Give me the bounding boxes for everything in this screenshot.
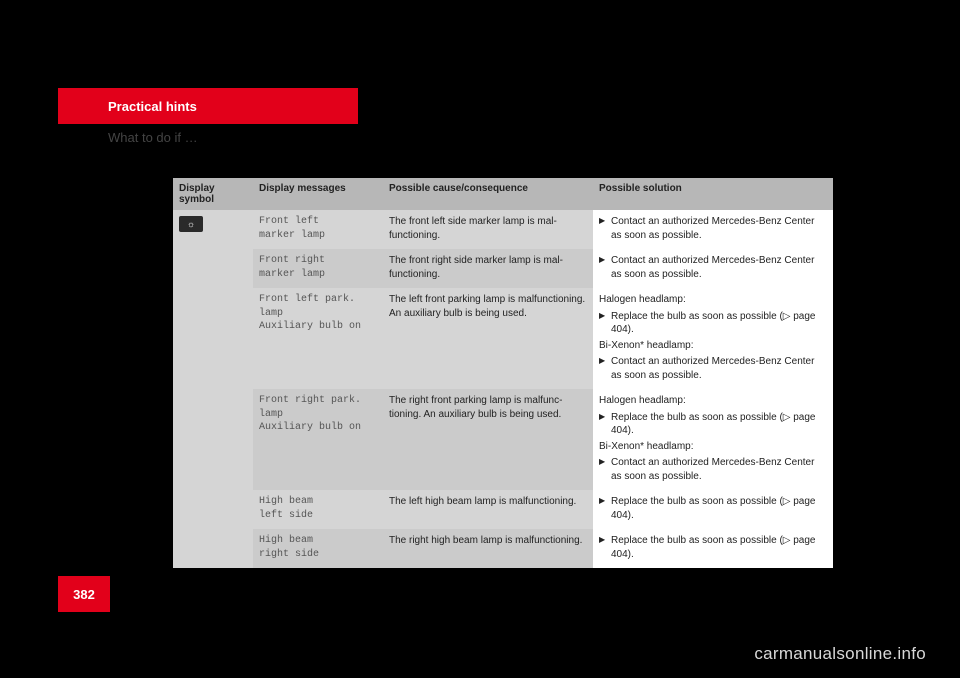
message-line: Auxiliary bulb on: [259, 421, 377, 435]
message-line: left side: [259, 509, 377, 523]
solution-item: Contact an authorized Mercedes-Benz Cent…: [599, 355, 827, 382]
watermark: carmanualsonline.info: [754, 644, 926, 664]
cause-text: The right high beam lamp is malfunction­…: [389, 534, 587, 548]
symbol-cell: ☼: [173, 210, 253, 568]
solution-cell: Contact an authorized Mercedes-Benz Cent…: [593, 210, 833, 249]
message-cell: Front left park. lampAuxiliary bulb on: [253, 288, 383, 389]
solution-block: Replace the bulb as soon as possible (▷ …: [599, 534, 827, 561]
solution-item: Replace the bulb as soon as possible (▷ …: [599, 411, 827, 438]
solution-list: Contact an authorized Mercedes-Benz Cent…: [599, 355, 827, 382]
solution-cell: Halogen headlamp: Replace the bulb as soo…: [593, 288, 833, 389]
message-line: Front right: [259, 254, 377, 268]
table-body: ☼Front leftmarker lampThe front left sid…: [173, 210, 833, 568]
lamp-icon: ☼: [179, 216, 203, 232]
solution-list: Replace the bulb as soon as possible (▷ …: [599, 310, 827, 337]
table-row: High beamright side The right high beam l…: [173, 529, 833, 568]
solution-item: Replace the bulb as soon as possible (▷ …: [599, 495, 827, 522]
cause-text: The left front parking lamp is malfuncti…: [389, 293, 587, 320]
solution-cell: Replace the bulb as soon as possible (▷ …: [593, 529, 833, 568]
table-row: Front rightmarker lampThe front right si…: [173, 249, 833, 288]
message-cell: Front rightmarker lamp: [253, 249, 383, 288]
table-header-row: Display symbol Display messages Possible…: [173, 178, 833, 210]
message-cell: High beamleft side: [253, 490, 383, 529]
solution-list: Contact an authorized Mercedes-Benz Cent…: [599, 456, 827, 483]
solution-block: Halogen headlamp: Replace the bulb as soo…: [599, 293, 827, 382]
cause-text: The front left side marker lamp is mal­f…: [389, 215, 587, 242]
th-cause: Possible cause/consequence: [383, 178, 593, 210]
solution-note: Halogen headlamp:: [599, 394, 827, 408]
table-row: ☼Front leftmarker lampThe front left sid…: [173, 210, 833, 249]
solution-item: Contact an authorized Mercedes-Benz Cent…: [599, 215, 827, 242]
table-row: High beamleft side The left high beam lam…: [173, 490, 833, 529]
cause-cell: The front right side marker lamp is mal­…: [383, 249, 593, 288]
solution-cell: Replace the bulb as soon as possible (▷ …: [593, 490, 833, 529]
section-tab: Practical hints: [58, 88, 358, 124]
solution-note: Halogen headlamp:: [599, 293, 827, 307]
solution-list: Contact an authorized Mercedes-Benz Cent…: [599, 215, 827, 242]
th-messages: Display messages: [253, 178, 383, 210]
message-line: Auxiliary bulb on: [259, 320, 377, 334]
cause-text: The right front parking lamp is malfunc­…: [389, 394, 587, 421]
solution-block: Contact an authorized Mercedes-Benz Cent…: [599, 215, 827, 242]
solution-item: Contact an authorized Mercedes-Benz Cent…: [599, 254, 827, 281]
solution-list: Replace the bulb as soon as possible (▷ …: [599, 534, 827, 561]
solution-note: Bi-Xenon* headlamp:: [599, 440, 827, 454]
cause-cell: The right front parking lamp is malfunc­…: [383, 389, 593, 490]
message-cell: Front leftmarker lamp: [253, 210, 383, 249]
cause-text: The left high beam lamp is malfunction­i…: [389, 495, 587, 509]
message-line: Front left park. lamp: [259, 293, 377, 320]
message-line: High beam: [259, 534, 377, 548]
section-tab-label: Practical hints: [108, 99, 197, 114]
solution-item: Replace the bulb as soon as possible (▷ …: [599, 534, 827, 561]
cause-cell: The left front parking lamp is malfuncti…: [383, 288, 593, 389]
cause-cell: The front left side marker lamp is mal­f…: [383, 210, 593, 249]
solution-item: Replace the bulb as soon as possible (▷ …: [599, 310, 827, 337]
solution-block: Replace the bulb as soon as possible (▷ …: [599, 495, 827, 522]
page-number: 382: [73, 587, 95, 602]
message-line: marker lamp: [259, 268, 377, 282]
solution-list: Replace the bulb as soon as possible (▷ …: [599, 411, 827, 438]
section-subtitle: What to do if …: [108, 130, 198, 145]
message-line: right side: [259, 548, 377, 562]
th-symbol: Display symbol: [173, 178, 253, 210]
message-line: Front right park. lamp: [259, 394, 377, 421]
solution-block: Contact an authorized Mercedes-Benz Cent…: [599, 254, 827, 281]
solution-block: Halogen headlamp: Replace the bulb as soo…: [599, 394, 827, 483]
manual-page: Practical hints What to do if … Display …: [0, 0, 960, 678]
solution-note: Bi-Xenon* headlamp:: [599, 339, 827, 353]
page-number-block: 382: [58, 576, 110, 612]
cause-cell: The right high beam lamp is malfunction­…: [383, 529, 593, 568]
table-row: Front left park. lampAuxiliary bulb onTh…: [173, 288, 833, 389]
message-line: marker lamp: [259, 229, 377, 243]
solution-list: Contact an authorized Mercedes-Benz Cent…: [599, 254, 827, 281]
message-line: Front left: [259, 215, 377, 229]
message-cell: Front right park. lampAuxiliary bulb on: [253, 389, 383, 490]
solution-list: Replace the bulb as soon as possible (▷ …: [599, 495, 827, 522]
solution-cell: Contact an authorized Mercedes-Benz Cent…: [593, 249, 833, 288]
th-solution: Possible solution: [593, 178, 833, 210]
solution-item: Contact an authorized Mercedes-Benz Cent…: [599, 456, 827, 483]
cause-text: The front right side marker lamp is mal­…: [389, 254, 587, 281]
solution-cell: Halogen headlamp: Replace the bulb as soo…: [593, 389, 833, 490]
message-line: High beam: [259, 495, 377, 509]
cause-cell: The left high beam lamp is malfunction­i…: [383, 490, 593, 529]
table-row: Front right park. lampAuxiliary bulb onT…: [173, 389, 833, 490]
messages-table: Display symbol Display messages Possible…: [173, 178, 833, 568]
message-cell: High beamright side: [253, 529, 383, 568]
